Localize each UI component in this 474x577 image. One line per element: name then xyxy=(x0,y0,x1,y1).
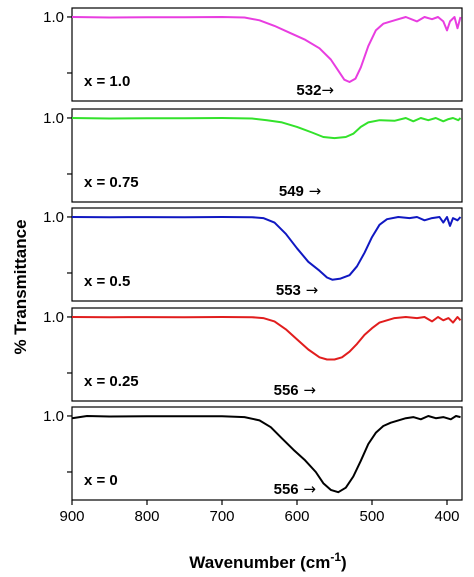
x-tick-label: 400 xyxy=(434,508,459,525)
y-tick-label: 1.0 xyxy=(43,408,64,425)
panel-frame xyxy=(71,307,463,402)
panel-frame xyxy=(71,7,463,102)
x-tick-label: 600 xyxy=(284,508,309,525)
panel-label: x = 0.75 xyxy=(84,174,139,191)
peak-value: 556 xyxy=(274,382,299,399)
peak-arrow: → xyxy=(321,81,334,99)
panel-label: x = 1.0 xyxy=(84,73,130,90)
peak-value: 532 xyxy=(296,82,321,99)
y-tick-label: 1.0 xyxy=(43,209,64,226)
x-tick-label: 500 xyxy=(359,508,384,525)
spectrum-line xyxy=(71,415,461,494)
peak-value: 556 xyxy=(274,481,299,498)
peak-value: 549 xyxy=(279,183,304,200)
peak-arrow: → xyxy=(304,182,321,200)
x-axis-title-close: ) xyxy=(341,553,347,572)
peak-label: 532→ xyxy=(296,81,334,99)
spectrum-line xyxy=(71,117,462,140)
peak-arrow: → xyxy=(299,480,316,498)
x-axis-title: Wavenumber (cm-1) xyxy=(189,550,346,572)
peak-label: 553 → xyxy=(276,281,318,299)
spectrum-line xyxy=(71,316,462,361)
y-tick-label: 1.0 xyxy=(43,309,64,326)
panel: 1.0 x = 0 556 → xyxy=(43,406,463,501)
peak-label: 556 → xyxy=(274,480,316,498)
panel: 1.0 x = 1.0 532→ xyxy=(43,7,463,102)
x-axis: 900 800 700 600 500 400 xyxy=(59,500,460,525)
x-tick-label: 800 xyxy=(134,508,159,525)
peak-label: 549 → xyxy=(279,182,321,200)
y-axis-title: % Transmittance xyxy=(11,219,30,354)
panel: 1.0 x = 0.5 553 → xyxy=(43,207,463,302)
spectrum-line xyxy=(71,16,462,83)
y-tick-label: 1.0 xyxy=(43,9,64,26)
panel-frame xyxy=(71,406,463,501)
peak-value: 553 xyxy=(276,282,301,299)
panel-label: x = 0 xyxy=(84,472,118,489)
peak-label: 556 → xyxy=(274,381,316,399)
y-tick-label: 1.0 xyxy=(43,110,64,127)
x-tick-label: 700 xyxy=(209,508,234,525)
panel-frame xyxy=(71,108,463,203)
spectrum-line xyxy=(71,216,462,281)
panel-label: x = 0.5 xyxy=(84,273,130,290)
x-axis-title-sup: -1 xyxy=(330,550,341,564)
peak-arrow: → xyxy=(301,281,318,299)
x-axis-title-main: Wavenumber (cm xyxy=(189,553,330,572)
panel-label: x = 0.25 xyxy=(84,373,139,390)
panel: 1.0 x = 0.25 556 → xyxy=(43,307,463,402)
panel: 1.0 x = 0.75 549 → xyxy=(43,108,463,203)
panel-frame xyxy=(71,207,463,302)
peak-arrow: → xyxy=(299,381,316,399)
x-tick-label: 900 xyxy=(59,508,84,525)
